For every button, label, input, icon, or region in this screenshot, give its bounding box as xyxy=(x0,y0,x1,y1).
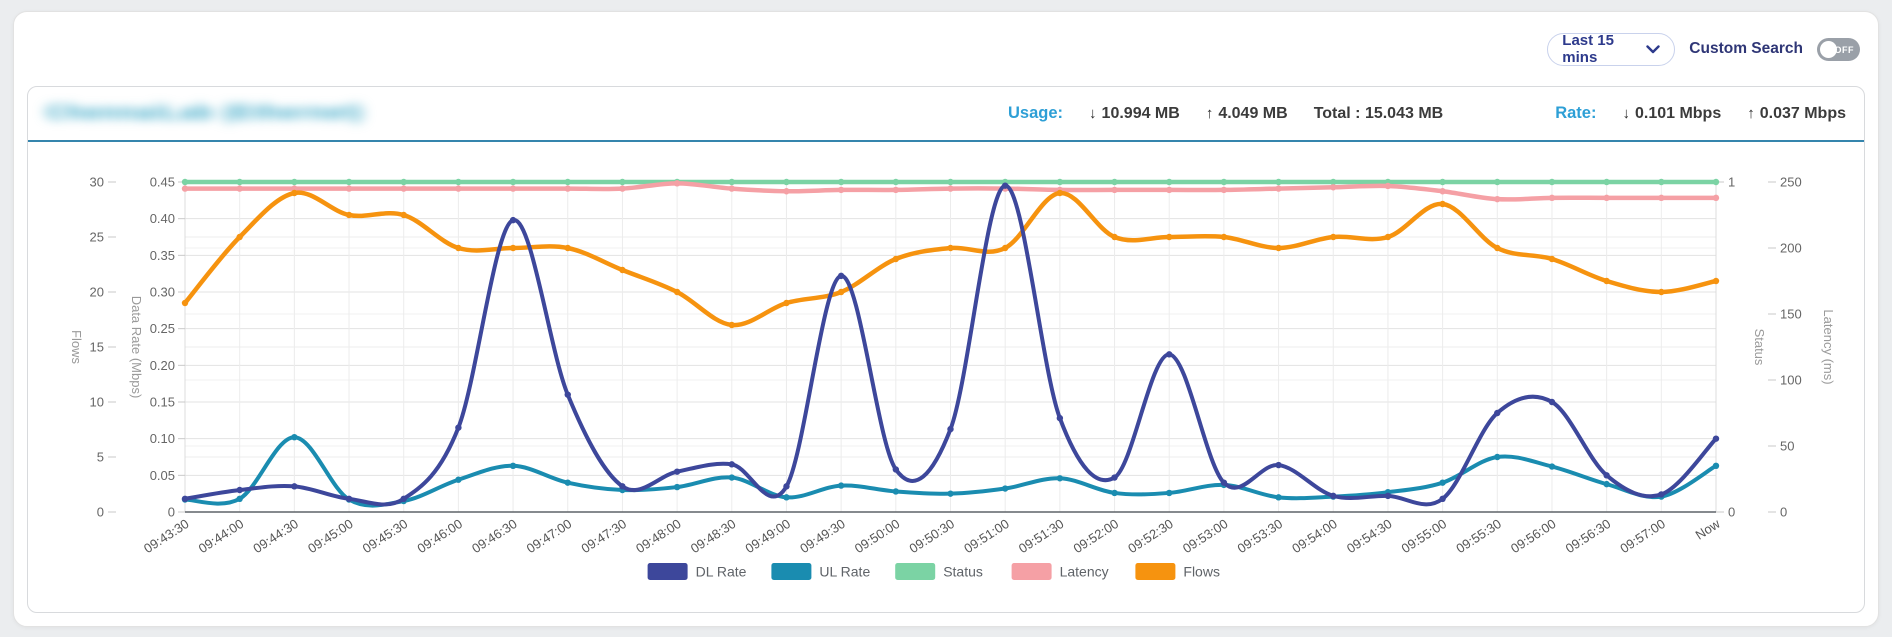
svg-text:09:56:00: 09:56:00 xyxy=(1508,516,1559,556)
rate-label: Rate: xyxy=(1555,104,1597,122)
svg-text:0.20: 0.20 xyxy=(150,358,175,373)
traffic-chart-svg: 3025201510500.450.400.350.300.250.200.15… xyxy=(69,175,1836,580)
upload-arrow-icon: ↑ xyxy=(1205,104,1214,122)
usage-download-value: ↓ 10.994 MB xyxy=(1089,104,1180,122)
svg-text:09:44:30: 09:44:30 xyxy=(250,516,301,556)
svg-text:30: 30 xyxy=(90,175,104,190)
svg-text:20: 20 xyxy=(90,285,104,300)
svg-text:5: 5 xyxy=(97,450,104,465)
svg-text:15: 15 xyxy=(90,340,104,355)
svg-text:09:49:30: 09:49:30 xyxy=(797,516,848,556)
svg-text:09:50:30: 09:50:30 xyxy=(907,516,958,556)
toggle-knob xyxy=(1820,40,1837,58)
custom-search-toggle[interactable]: OFF xyxy=(1817,37,1860,61)
time-range-value: Last 15 mins xyxy=(1562,32,1614,66)
svg-text:Flows: Flows xyxy=(1183,564,1220,580)
svg-text:09:50:00: 09:50:00 xyxy=(852,516,903,556)
svg-text:0.45: 0.45 xyxy=(150,175,175,190)
legend-item-latency[interactable]: Latency xyxy=(1011,563,1109,580)
svg-text:09:43:30: 09:43:30 xyxy=(141,516,192,556)
svg-text:09:51:00: 09:51:00 xyxy=(961,516,1012,556)
svg-text:09:49:00: 09:49:00 xyxy=(742,516,793,556)
latency-axis-title: Latency (ms) xyxy=(1821,309,1836,384)
svg-text:09:57:00: 09:57:00 xyxy=(1617,516,1668,556)
upload-arrow-icon: ↑ xyxy=(1747,104,1755,122)
svg-text:UL Rate: UL Rate xyxy=(819,564,870,580)
legend-item-flows[interactable]: Flows xyxy=(1135,563,1220,580)
svg-text:09:52:30: 09:52:30 xyxy=(1125,516,1176,556)
svg-text:09:54:30: 09:54:30 xyxy=(1344,516,1395,556)
series-flows xyxy=(181,189,1720,329)
chart-panel: ChennaiLab (Ethernet) Usage: ↓ 10.994 MB … xyxy=(27,86,1865,613)
usage-label: Usage: xyxy=(1008,104,1064,122)
download-arrow-icon: ↓ xyxy=(1089,104,1097,122)
svg-text:50: 50 xyxy=(1780,439,1794,454)
svg-text:09:46:00: 09:46:00 xyxy=(414,516,465,556)
svg-text:0.25: 0.25 xyxy=(150,321,175,336)
svg-text:09:46:30: 09:46:30 xyxy=(469,516,520,556)
svg-text:0: 0 xyxy=(97,505,104,520)
svg-text:09:48:30: 09:48:30 xyxy=(688,516,739,556)
download-arrow-icon: ↓ xyxy=(1622,104,1630,122)
flows-axis-title: Flows xyxy=(69,330,84,364)
legend-item-dl-rate[interactable]: DL Rate xyxy=(647,563,747,580)
controls-row: Last 15 mins Custom Search OFF xyxy=(14,12,1878,66)
status-axis-title: Status xyxy=(1752,329,1767,366)
usage-group: Usage: ↓ 10.994 MB ↑ 4.049 MB Total : 15.0… xyxy=(1008,104,1443,123)
svg-text:DL Rate: DL Rate xyxy=(696,564,747,580)
svg-text:09:47:00: 09:47:00 xyxy=(524,516,575,556)
svg-text:0.30: 0.30 xyxy=(150,285,175,300)
svg-text:09:47:30: 09:47:30 xyxy=(578,516,629,556)
svg-text:200: 200 xyxy=(1780,241,1802,256)
svg-text:09:56:30: 09:56:30 xyxy=(1563,516,1614,556)
svg-text:0: 0 xyxy=(168,505,175,520)
traffic-chart: 30 25 20 15 10 5 0 0.45 0.40 0.35 0.30 0.25 0.20 0.15… xyxy=(28,142,1864,612)
rate-upload-value: ↑ 0.037 Mbps xyxy=(1747,104,1846,122)
svg-text:100: 100 xyxy=(1780,373,1802,388)
svg-text:25: 25 xyxy=(90,230,104,245)
svg-text:1: 1 xyxy=(1728,175,1735,190)
svg-text:09:48:00: 09:48:00 xyxy=(633,516,684,556)
svg-text:Latency: Latency xyxy=(1060,564,1109,580)
rate-group: Rate: ↓ 0.101 Mbps ↑ 0.037 Mbps xyxy=(1555,104,1846,123)
svg-text:0.15: 0.15 xyxy=(150,395,175,410)
svg-text:09:45:00: 09:45:00 xyxy=(305,516,356,556)
legend-item-status[interactable]: Status xyxy=(895,563,983,580)
datarate-axis-title: Data Rate (Mbps) xyxy=(129,296,144,399)
svg-text:Status: Status xyxy=(943,564,983,580)
svg-text:09:51:30: 09:51:30 xyxy=(1016,516,1067,556)
dashboard-card: Last 15 mins Custom Search OFF ChennaiLa… xyxy=(13,11,1879,627)
time-range-select[interactable]: Last 15 mins xyxy=(1547,32,1676,66)
svg-text:09:54:00: 09:54:00 xyxy=(1289,516,1340,556)
legend-item-ul-rate[interactable]: UL Rate xyxy=(771,563,870,580)
panel-header: ChennaiLab (Ethernet) Usage: ↓ 10.994 MB … xyxy=(28,87,1864,142)
chevron-down-icon xyxy=(1646,44,1660,54)
svg-text:250: 250 xyxy=(1780,175,1802,190)
custom-search-label: Custom Search xyxy=(1689,40,1803,57)
svg-text:09:53:00: 09:53:00 xyxy=(1180,516,1231,556)
svg-text:09:55:00: 09:55:00 xyxy=(1399,516,1450,556)
svg-text:0.10: 0.10 xyxy=(150,431,175,446)
svg-text:Now: Now xyxy=(1693,516,1723,543)
svg-text:0: 0 xyxy=(1728,505,1735,520)
svg-text:0.35: 0.35 xyxy=(150,248,175,263)
svg-text:09:52:00: 09:52:00 xyxy=(1071,516,1122,556)
svg-text:09:44:00: 09:44:00 xyxy=(196,516,247,556)
svg-text:150: 150 xyxy=(1780,307,1802,322)
svg-text:0.40: 0.40 xyxy=(150,211,175,226)
usage-total-value: Total : 15.043 MB xyxy=(1313,104,1444,122)
rate-download-value: ↓ 0.101 Mbps xyxy=(1622,104,1722,122)
series-status xyxy=(181,178,1720,186)
svg-text:09:53:30: 09:53:30 xyxy=(1235,516,1286,556)
svg-text:10: 10 xyxy=(90,395,104,410)
svg-text:0.05: 0.05 xyxy=(150,468,175,483)
interface-title: ChennaiLab (Ethernet) xyxy=(46,102,364,124)
toggle-state-label: OFF xyxy=(1834,44,1854,55)
svg-text:09:45:30: 09:45:30 xyxy=(360,516,411,556)
svg-text:09:55:30: 09:55:30 xyxy=(1453,516,1504,556)
series-latency xyxy=(181,180,1720,203)
series-dl-rate xyxy=(181,182,1720,507)
usage-upload-value: ↑ 4.049 MB xyxy=(1205,104,1288,122)
svg-text:0: 0 xyxy=(1780,505,1787,520)
